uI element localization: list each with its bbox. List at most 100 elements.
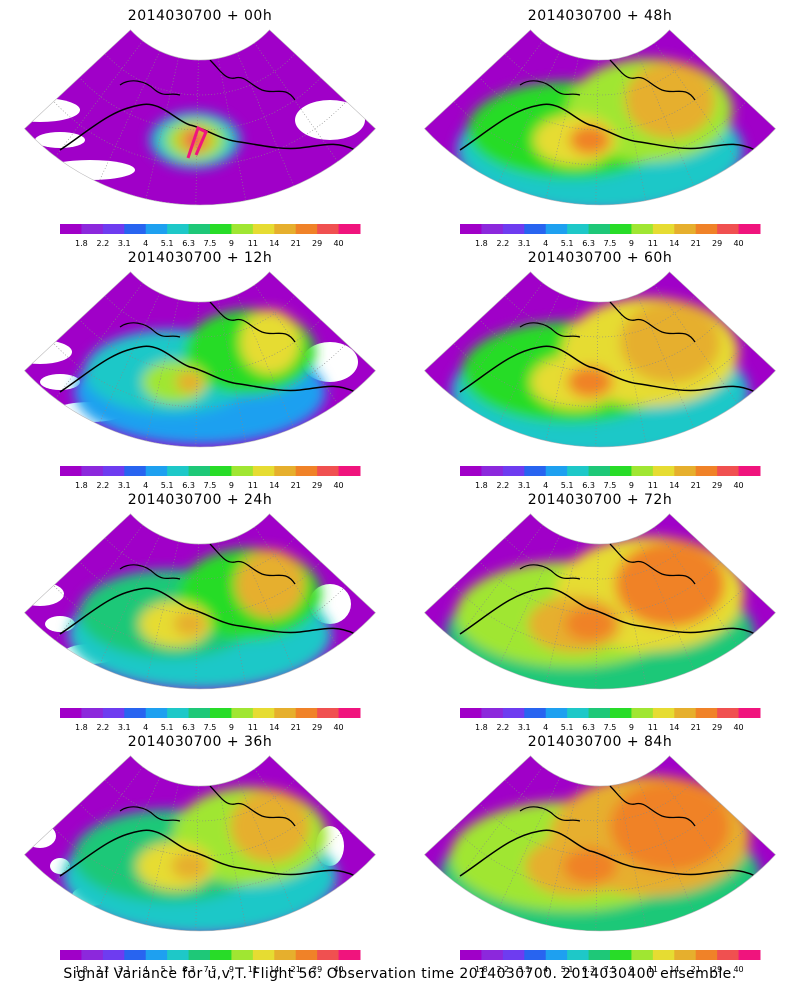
colorbar-tick-label: 3.1 (118, 481, 131, 490)
colorbar-swatch (252, 708, 275, 718)
colorbar-swatch (102, 224, 125, 234)
colorbar-tick-label: 9 (229, 239, 234, 248)
coastline (209, 59, 296, 101)
colorbar-swatch (695, 466, 718, 476)
colorbar-tick-label: 4 (543, 965, 548, 974)
colorbar: 1.8 2.2 3.1 4 5.1 6.3 7.5 9 11 14 21 29 40 (60, 466, 361, 490)
forecast-panel: 2014030700 + 72h 1.8 2.2 3.1 4 5.1 6.3 7.5 9 11 14… (400, 484, 800, 732)
colorbar-swatch (60, 708, 82, 718)
colorbar-swatch (252, 224, 275, 234)
colorbar-tick-label: 7.5 (604, 481, 617, 490)
colorbar-tick-label: 9 (229, 965, 234, 974)
colorbar: 1.8 2.2 3.1 4 5.1 6.3 7.5 9 11 14 21 29 40 (60, 950, 361, 974)
colorbar-swatch (295, 466, 318, 476)
colorbar-tick-label: 2.2 (96, 723, 109, 732)
colorbar-swatch (717, 224, 740, 234)
colorbar-swatch (717, 950, 740, 960)
colorbar-swatch (210, 224, 232, 234)
colorbar-tick-label: 4 (143, 723, 148, 732)
map-frame (424, 271, 776, 448)
colorbar-swatch (210, 708, 232, 718)
colorbar-swatch (588, 466, 611, 476)
colorbar-tick-label: 6.3 (582, 723, 595, 732)
coastline (59, 587, 356, 635)
coastline (609, 59, 696, 101)
variance-contours (62, 787, 338, 932)
colorbar-tick-label: 29 (712, 723, 722, 732)
colorbar-swatch (567, 950, 590, 960)
variance-map (424, 513, 776, 690)
colorbar-tick-label: 11 (248, 965, 258, 974)
colorbar-tick-label: 14 (269, 965, 279, 974)
colorbar-swatch (502, 466, 525, 476)
colorbar-swatch (567, 708, 590, 718)
colorbar-swatch (210, 466, 232, 476)
colorbar-swatch (588, 224, 611, 234)
variance-map (24, 513, 376, 690)
variance-map (424, 29, 776, 206)
colorbar-tick-label: 11 (248, 481, 258, 490)
colorbar-tick-label: 6.3 (182, 481, 195, 490)
colorbar: 1.8 2.2 3.1 4 5.1 6.3 7.5 9 11 14 21 29 40 (460, 224, 761, 248)
colorbar-tick-label: 3.1 (518, 965, 531, 974)
colorbar-swatch (545, 466, 568, 476)
colorbar-swatch (460, 708, 482, 718)
colorbar-tick-label: 1.8 (75, 481, 88, 490)
colorbar-tick-label: 21 (291, 239, 301, 248)
colorbar-swatch (695, 708, 718, 718)
colorbar-swatch (167, 466, 190, 476)
flight-track (186, 125, 208, 159)
colorbar-swatch (631, 708, 654, 718)
colorbar-swatch (188, 950, 211, 960)
colorbar-swatch (274, 950, 297, 960)
colorbar-tick-label: 40 (333, 239, 343, 248)
colorbar-swatch (338, 224, 361, 234)
colorbar-swatch (60, 950, 82, 960)
colorbar-tick-label: 11 (648, 965, 658, 974)
colorbar-swatch (231, 466, 254, 476)
colorbar-swatch (652, 708, 675, 718)
colorbar-swatch (252, 466, 275, 476)
colorbar-tick-label: 21 (691, 481, 701, 490)
colorbar-swatch (231, 224, 254, 234)
colorbar-tick-label: 2.2 (96, 481, 109, 490)
panel-title: 2014030700 + 12h (127, 250, 273, 266)
graticule (48, 524, 352, 689)
colorbar-tick-label: 29 (312, 723, 322, 732)
colorbar-tick-label: 29 (312, 481, 322, 490)
colorbar-swatch (317, 466, 340, 476)
colorbar-swatch (460, 466, 482, 476)
colorbar-tick-label: 9 (229, 723, 234, 732)
coastline (209, 301, 296, 343)
colorbar-swatch (545, 950, 568, 960)
colorbar-tick-label: 5.1 (561, 723, 574, 732)
colorbar-swatch (145, 950, 168, 960)
colorbar-tick-label: 21 (291, 723, 301, 732)
colorbar-tick-label: 5.1 (561, 239, 574, 248)
panel-title: 2014030700 + 60h (527, 250, 673, 266)
colorbar-tick-label: 29 (712, 239, 722, 248)
colorbar-tick-label: 40 (733, 239, 743, 248)
variance-contours (457, 58, 743, 206)
colorbar-swatch (274, 224, 297, 234)
colorbar: 1.8 2.2 3.1 4 5.1 6.3 7.5 9 11 14 21 29 40 (460, 950, 761, 974)
colorbar-swatch (145, 224, 168, 234)
colorbar-swatch (567, 466, 590, 476)
coastline (519, 806, 581, 822)
colorbar-swatch (145, 466, 168, 476)
colorbar-swatch (60, 224, 82, 234)
colorbar-swatch (338, 708, 361, 718)
colorbar-swatch (338, 466, 361, 476)
colorbar-tick-label: 14 (669, 723, 679, 732)
colorbar-swatch (631, 224, 654, 234)
colorbar-swatch (188, 708, 211, 718)
colorbar-tick-label: 4 (543, 723, 548, 732)
colorbar-swatch (188, 466, 211, 476)
graticule (448, 524, 752, 689)
colorbar-tick-label: 14 (669, 239, 679, 248)
colorbar-tick-label: 7.5 (604, 239, 617, 248)
colorbar-tick-label: 6.3 (182, 723, 195, 732)
colorbar-swatch (545, 708, 568, 718)
colorbar-tick-label: 11 (248, 239, 258, 248)
coastline (59, 345, 356, 393)
